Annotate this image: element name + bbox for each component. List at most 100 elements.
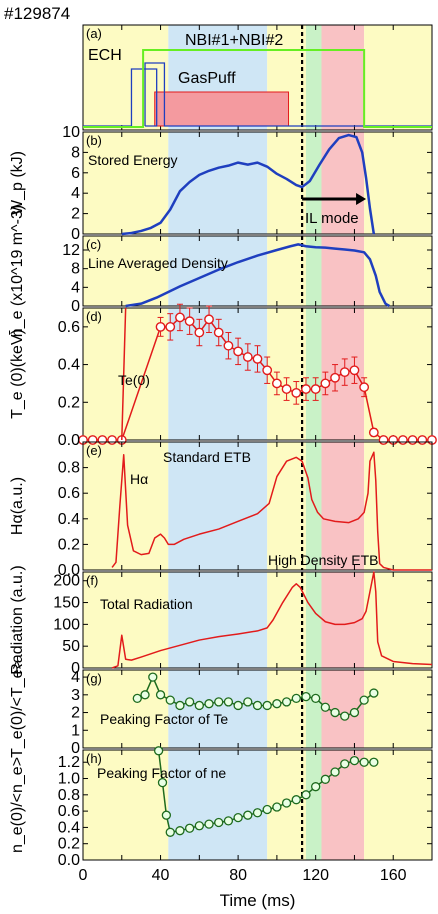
phase-band-yellow bbox=[364, 132, 432, 234]
y-tick-label: 0.8 bbox=[58, 460, 80, 477]
te0-point bbox=[262, 365, 273, 376]
peaking-point bbox=[214, 817, 224, 828]
peaking-point bbox=[204, 819, 214, 829]
y-tick-label: 1.0 bbox=[58, 771, 80, 788]
y-tick-label: 0.6 bbox=[58, 319, 80, 336]
te0-point bbox=[281, 384, 292, 394]
peaking-point bbox=[243, 810, 253, 820]
te0-point bbox=[398, 435, 408, 445]
phase-band-green bbox=[305, 670, 322, 748]
phase-band-yellow bbox=[83, 670, 169, 748]
series-label: Line Averaged Density bbox=[88, 255, 228, 271]
phase-band-red bbox=[321, 442, 365, 570]
peaking-point bbox=[349, 707, 360, 718]
y-tick-label: 0.4 bbox=[58, 511, 80, 528]
te0-point bbox=[271, 378, 282, 389]
il-mode-label: IL mode bbox=[305, 210, 359, 227]
phase-band-green bbox=[305, 750, 322, 860]
series-label: Stored Energy bbox=[88, 152, 178, 168]
series-line bbox=[121, 133, 376, 236]
panel-frame bbox=[82, 131, 433, 235]
phase-band-yellow bbox=[364, 308, 432, 440]
peaking-point bbox=[153, 746, 164, 756]
phase-band-green bbox=[305, 132, 322, 234]
phase-band-yellow bbox=[364, 750, 432, 860]
peaking-point bbox=[148, 672, 158, 682]
gaspuff-trace bbox=[154, 91, 290, 127]
panel-frame bbox=[82, 571, 433, 669]
peaking-point bbox=[359, 695, 369, 705]
x-tick-label: 40 bbox=[152, 867, 170, 884]
panel-letter: (a) bbox=[86, 26, 102, 41]
y-tick-label: 3 bbox=[71, 687, 80, 704]
te0-point bbox=[378, 435, 389, 445]
te0-point bbox=[368, 427, 379, 438]
phase-band-green bbox=[305, 25, 322, 130]
te0-point bbox=[107, 435, 117, 445]
te0-point bbox=[223, 340, 234, 351]
phase-band-red bbox=[321, 236, 365, 306]
series-line bbox=[111, 451, 432, 571]
high-density-etb-label: High Density ETB bbox=[268, 552, 378, 568]
phase-band-yellow bbox=[83, 25, 169, 130]
peaking-point bbox=[165, 827, 175, 837]
standard-etb-label: Standard ETB bbox=[163, 449, 251, 465]
y-tick-label: 0.6 bbox=[58, 803, 80, 820]
y-tick-label: 4 bbox=[71, 279, 80, 296]
y-tick-label: 10 bbox=[62, 124, 80, 141]
y-tick-label: 1.2 bbox=[58, 754, 80, 771]
peaking-point bbox=[311, 693, 321, 704]
peaking-point bbox=[320, 702, 331, 712]
shot-number-label: #129874 bbox=[4, 4, 71, 23]
y-axis-title: Hα(a.u.) bbox=[9, 477, 26, 535]
phase-band-red bbox=[321, 750, 365, 860]
peaking-point bbox=[233, 700, 243, 711]
y-tick-label: 0.4 bbox=[58, 819, 80, 836]
te0-point bbox=[204, 314, 214, 325]
te0-rise bbox=[121, 307, 127, 441]
y-tick-label: 150 bbox=[53, 595, 80, 612]
phase-band-yellow bbox=[364, 670, 432, 748]
phase-band-yellow bbox=[83, 750, 169, 860]
y-tick-label: 0 bbox=[71, 740, 80, 757]
phase-band-yellow bbox=[83, 132, 169, 234]
phase-band-green bbox=[305, 572, 322, 668]
y-tick-label: 1 bbox=[71, 722, 80, 739]
y-tick-label: 0 bbox=[71, 298, 80, 315]
phase-band-blue bbox=[168, 572, 268, 668]
y-tick-label: 2 bbox=[71, 206, 80, 223]
phase-band-red bbox=[321, 572, 365, 668]
peaking-point bbox=[262, 804, 272, 815]
x-tick-label: 120 bbox=[302, 867, 329, 884]
nbi-label: NBI#1+NBI#2 bbox=[185, 32, 283, 49]
phase-band-yellow bbox=[267, 442, 306, 570]
y-tick-label: 100 bbox=[53, 616, 80, 633]
peaking-point bbox=[301, 691, 311, 702]
te0-point bbox=[310, 384, 321, 394]
te0-point bbox=[417, 435, 428, 445]
phase-bands bbox=[83, 25, 432, 860]
y-tick-label: 0.2 bbox=[58, 536, 80, 553]
peaking-point bbox=[157, 777, 168, 788]
y-axis-title: T_e (0)(keV) bbox=[9, 329, 26, 419]
peaking-point bbox=[281, 697, 292, 707]
phase-band-green bbox=[305, 442, 322, 570]
peaking-point bbox=[281, 798, 292, 808]
peaking-point bbox=[340, 759, 350, 769]
peaking-point bbox=[194, 700, 204, 711]
peaking-point bbox=[252, 700, 263, 711]
te0-point bbox=[194, 327, 205, 338]
peaking-point bbox=[223, 697, 234, 707]
x-axis-title: Time (ms) bbox=[220, 891, 296, 910]
panel-letter: (g) bbox=[86, 671, 102, 686]
y-tick-label: 200 bbox=[53, 573, 80, 590]
chart-marks bbox=[78, 24, 437, 861]
gaspuff-label: GasPuff bbox=[178, 70, 236, 87]
panel-frame bbox=[82, 749, 433, 861]
y-tick-label: 0 bbox=[71, 660, 80, 677]
te0-point bbox=[301, 384, 311, 394]
te0-point bbox=[330, 372, 340, 383]
te0-point bbox=[213, 327, 224, 338]
panel-frame bbox=[82, 441, 433, 571]
